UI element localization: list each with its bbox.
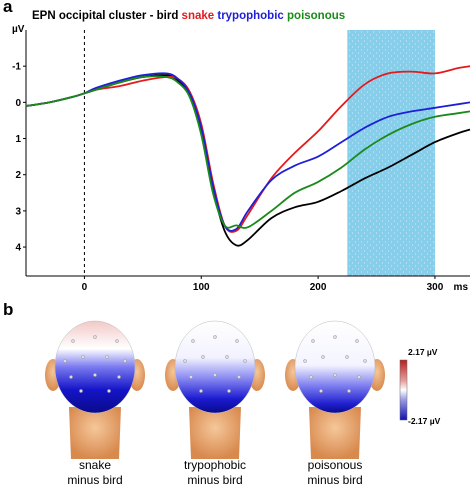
y-axis-unit: µV: [12, 24, 25, 35]
colorbar: [399, 359, 408, 421]
colorbar-max-label: 2.17 µV: [408, 347, 438, 357]
topography-maps: [45, 320, 408, 459]
x-tick-label: 100: [193, 282, 210, 293]
y-tick-label: 4: [15, 243, 21, 254]
y-tick-label: 3: [15, 206, 21, 217]
erp-line-chart: -1 0 1 2 3 4 0 100 200 300 ms: [12, 30, 471, 293]
caption-trypophobic: trypophobic minus bird: [160, 458, 270, 488]
caption-line1: trypophobic: [183, 458, 247, 472]
head-map-poisonous: [285, 320, 385, 459]
title-snake: snake: [181, 10, 215, 22]
y-tick-label: 1: [15, 134, 21, 145]
analysis-window-shading: [347, 30, 435, 276]
title-trypophobic: trypophobic: [217, 10, 284, 22]
panel-b-label: b: [3, 300, 14, 319]
caption-snake: snake minus bird: [40, 458, 150, 488]
panel-a-label: a: [3, 0, 13, 16]
y-tick-label: 0: [15, 98, 21, 109]
series-line-poisonous: [25, 75, 471, 229]
caption-line2: minus bird: [307, 473, 363, 487]
colorbar-min-label: -2.17 µV: [408, 416, 441, 426]
caption-line2: minus bird: [187, 473, 243, 487]
x-axis-unit: ms: [454, 282, 469, 293]
chart-title: EPN occipital cluster - bird snake trypo…: [32, 10, 345, 22]
x-tick-label: 0: [82, 282, 88, 293]
y-tick-label: -1: [12, 62, 21, 73]
title-prefix: EPN occipital cluster - bird: [32, 10, 179, 22]
y-tick-label: 2: [15, 170, 21, 181]
head-map-snake: [45, 320, 145, 459]
x-tick-label: 300: [427, 282, 444, 293]
title-poisonous: poisonous: [287, 10, 346, 22]
caption-line1: snake: [78, 458, 112, 472]
caption-line1: poisonous: [307, 458, 363, 472]
caption-line2: minus bird: [67, 473, 123, 487]
caption-poisonous: poisonous minus bird: [280, 458, 390, 488]
x-tick-label: 200: [310, 282, 327, 293]
head-map-trypophobic: [165, 320, 265, 459]
